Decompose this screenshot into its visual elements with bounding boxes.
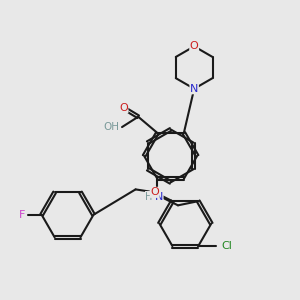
Text: N: N xyxy=(190,84,198,94)
Text: O: O xyxy=(150,187,159,197)
Text: O: O xyxy=(190,41,199,51)
Text: Cl: Cl xyxy=(222,241,233,251)
Text: O: O xyxy=(119,103,128,113)
Text: H: H xyxy=(146,191,153,202)
Text: OH: OH xyxy=(103,122,119,132)
Text: N: N xyxy=(154,191,163,202)
Text: F: F xyxy=(19,210,26,220)
